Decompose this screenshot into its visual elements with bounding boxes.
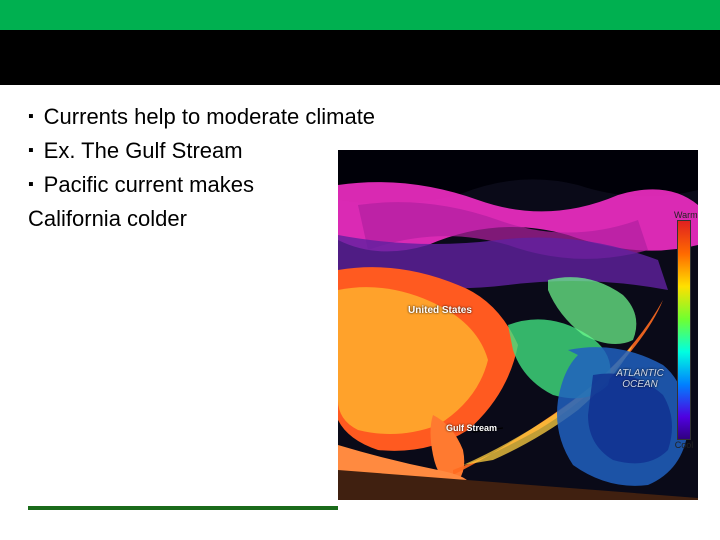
bullet-text: Pacific current makes: [44, 170, 254, 200]
title-bar-green: [0, 0, 720, 30]
map-label-us: United States: [408, 305, 472, 316]
thermal-map-svg: [338, 150, 698, 500]
legend-gradient: [677, 220, 691, 440]
legend-cool-label: Cool: [674, 440, 694, 450]
title-bar-black: [0, 30, 720, 85]
gulf-stream-map: United States Gulf Stream ATLANTIC OCEAN…: [338, 150, 698, 500]
bullet-text: Ex. The Gulf Stream: [44, 136, 243, 166]
footer-rule: [28, 506, 338, 510]
bullet-marker: ▪: [28, 170, 34, 200]
bullet-text: Currents help to moderate climate: [44, 102, 375, 132]
bullet-marker: ▪: [28, 136, 34, 166]
bullet-item: ▪ Currents help to moderate climate: [28, 102, 448, 132]
legend-warm-label: Warm: [674, 210, 694, 220]
bullet-marker: ▪: [28, 102, 34, 132]
color-legend: Warm Cool: [674, 210, 694, 455]
map-label-atlantic: ATLANTIC OCEAN: [610, 368, 670, 390]
map-label-gulf-stream: Gulf Stream: [446, 423, 497, 433]
